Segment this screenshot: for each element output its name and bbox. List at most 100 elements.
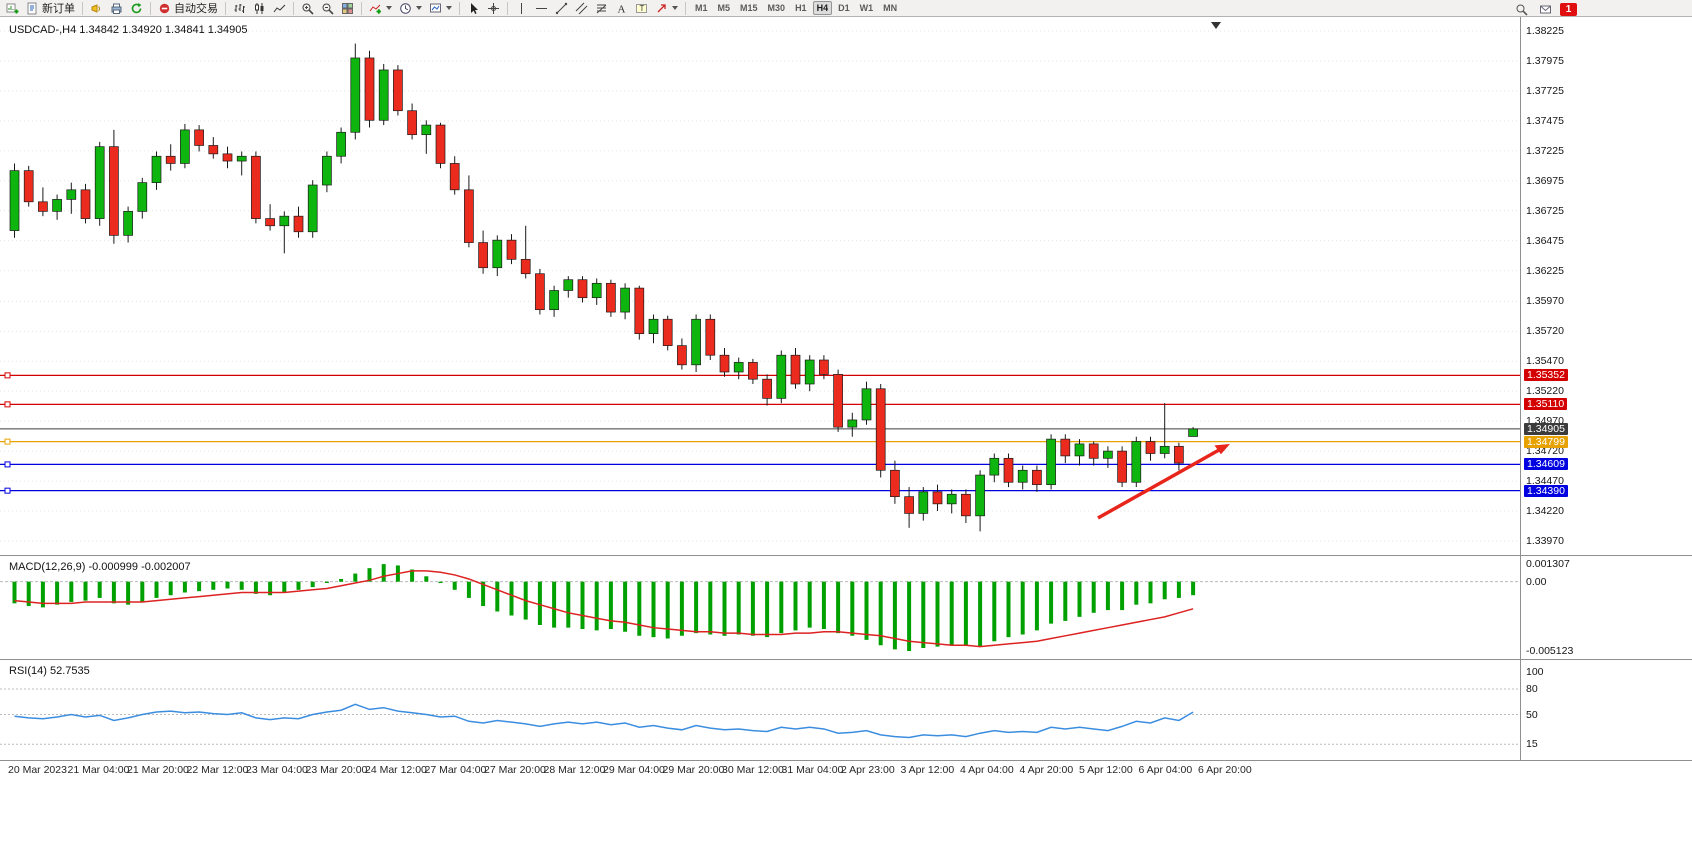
bid-price-badge: 1.34905 bbox=[1524, 422, 1568, 435]
chart-title: USDCAD-,H4 1.34842 1.34920 1.34841 1.349… bbox=[9, 24, 248, 36]
tile-windows-icon[interactable] bbox=[338, 0, 357, 17]
macd-scale-label: 0.00 bbox=[1526, 575, 1547, 588]
timeframe-h1[interactable]: H1 bbox=[795, 3, 807, 13]
panel-separator[interactable] bbox=[0, 659, 1692, 660]
price-scale-label: 1.35470 bbox=[1526, 355, 1564, 368]
time-axis-label: 31 Mar 04:00 bbox=[781, 764, 844, 776]
horizontal-line-icon[interactable] bbox=[532, 0, 551, 17]
toolbar-separator bbox=[361, 1, 362, 15]
line-chart-icon[interactable] bbox=[270, 0, 289, 17]
price-scale-label: 1.37725 bbox=[1526, 84, 1564, 97]
notification-badge[interactable]: 1 bbox=[1560, 3, 1577, 16]
text-label-icon[interactable]: T bbox=[632, 0, 651, 17]
chevron-down-icon bbox=[416, 6, 422, 10]
chart-window: USDCAD-,H4 1.34842 1.34920 1.34841 1.349… bbox=[0, 17, 1692, 845]
timeframe-m1[interactable]: M1 bbox=[695, 3, 708, 13]
price-scale-label: 1.36225 bbox=[1526, 264, 1564, 277]
time-axis-label: 6 Apr 20:00 bbox=[1198, 764, 1252, 776]
time-axis-label: 4 Apr 20:00 bbox=[1019, 764, 1074, 776]
price-scale-label: 1.35720 bbox=[1526, 325, 1564, 338]
new-chart-icon[interactable] bbox=[3, 0, 22, 17]
mail-icon[interactable] bbox=[1536, 1, 1555, 18]
time-axis-label: 29 Mar 20:00 bbox=[662, 764, 725, 776]
price-scale-label: 1.34220 bbox=[1526, 505, 1564, 518]
indicators-icon[interactable] bbox=[366, 0, 395, 17]
svg-text:A: A bbox=[618, 3, 626, 15]
time-axis-label: 20 Mar 2023 bbox=[8, 764, 67, 776]
price-scale-label: 1.36725 bbox=[1526, 204, 1564, 217]
price-scale-label: 1.34720 bbox=[1526, 445, 1564, 458]
zoom-in-icon[interactable] bbox=[298, 0, 317, 17]
price-scale-separator bbox=[1520, 17, 1521, 760]
cursor-icon[interactable] bbox=[464, 0, 483, 17]
toolbar-right-group: 1 bbox=[1512, 1, 1577, 18]
price-line-badge: 1.35110 bbox=[1524, 398, 1568, 411]
macd-panel-canvas[interactable] bbox=[0, 556, 1520, 659]
alerts-icon[interactable] bbox=[87, 0, 106, 17]
time-axis-label: 23 Mar 04:00 bbox=[246, 764, 308, 776]
timeframe-mn[interactable]: MN bbox=[883, 3, 898, 13]
rsi-scale-label: 50 bbox=[1526, 708, 1538, 721]
toolbar-separator bbox=[459, 1, 460, 15]
zoom-out-icon[interactable] bbox=[318, 0, 337, 17]
rsi-indicator-label: RSI(14) 52.7535 bbox=[9, 665, 90, 677]
price-scale-label: 1.37975 bbox=[1526, 54, 1564, 67]
timeframe-d1[interactable]: D1 bbox=[838, 3, 850, 13]
toolbar-separator bbox=[225, 1, 226, 15]
toolbar-separator bbox=[507, 1, 508, 15]
price-scale[interactable]: 1.38225 1.37975 1.37725 1.37475 1.37225 1.369… bbox=[1521, 17, 1691, 760]
refresh-icon[interactable] bbox=[127, 0, 146, 17]
toolbar-separator bbox=[293, 1, 294, 15]
time-axis-label: 27 Mar 20:00 bbox=[484, 764, 546, 776]
fibonacci-icon[interactable] bbox=[592, 0, 611, 17]
time-axis[interactable]: 20 Mar 2023 21 Mar 04:00 21 Mar 20:00 22 Ma… bbox=[0, 764, 1692, 780]
price-scale-label: 1.35220 bbox=[1526, 385, 1564, 398]
time-axis-label: 29 Mar 04:00 bbox=[603, 764, 665, 776]
new-order-button[interactable]: 新订单 bbox=[23, 0, 78, 17]
panel-separator[interactable] bbox=[0, 555, 1692, 556]
price-line-badge: 1.34609 bbox=[1524, 458, 1568, 471]
candlestick-chart-icon[interactable] bbox=[250, 0, 269, 17]
timeframe-m15[interactable]: M15 bbox=[740, 3, 758, 13]
timeframe-w1[interactable]: W1 bbox=[859, 3, 874, 13]
price-chart-canvas[interactable] bbox=[0, 17, 1520, 556]
time-axis-label: 27 Mar 04:00 bbox=[424, 764, 487, 776]
rsi-scale-label: 15 bbox=[1526, 738, 1538, 751]
crosshair-icon[interactable] bbox=[484, 0, 503, 17]
new-order-icon bbox=[27, 2, 37, 14]
templates-icon[interactable] bbox=[426, 0, 455, 17]
timeframe-m5[interactable]: M5 bbox=[717, 3, 731, 13]
price-scale-label: 1.38225 bbox=[1526, 25, 1564, 37]
timeframe-toolbar: M1 M5 M15 M30 H1 H4 D1 W1 MN bbox=[690, 1, 902, 15]
price-scale-label: 1.36975 bbox=[1526, 174, 1564, 187]
bar-chart-icon[interactable] bbox=[230, 0, 249, 17]
price-scale-label: 1.37225 bbox=[1526, 144, 1564, 157]
search-icon[interactable] bbox=[1512, 1, 1531, 18]
periods-icon[interactable] bbox=[396, 0, 425, 17]
trendline-icon[interactable] bbox=[552, 0, 571, 17]
text-icon[interactable]: A bbox=[612, 0, 631, 17]
price-scale-label: 1.36475 bbox=[1526, 234, 1564, 247]
channel-icon[interactable] bbox=[572, 0, 591, 17]
macd-scale-label: -0.005123 bbox=[1526, 645, 1574, 657]
autotrading-button[interactable]: 自动交易 bbox=[155, 0, 221, 17]
time-axis-label: 21 Mar 04:00 bbox=[67, 764, 130, 776]
timeframe-m30[interactable]: M30 bbox=[767, 3, 786, 13]
time-axis-label: 4 Apr 04:00 bbox=[960, 764, 1014, 776]
rsi-scale-label: 100 bbox=[1526, 666, 1544, 678]
rsi-panel-canvas[interactable] bbox=[0, 660, 1520, 760]
svg-text:T: T bbox=[640, 4, 645, 13]
time-axis-label: 23 Mar 20:00 bbox=[305, 764, 368, 776]
vertical-line-icon[interactable] bbox=[512, 0, 531, 17]
arrows-icon[interactable] bbox=[652, 0, 681, 17]
time-axis-label: 28 Mar 12:00 bbox=[543, 764, 606, 776]
new-order-label: 新订单 bbox=[42, 3, 75, 15]
timeframe-h4[interactable]: H4 bbox=[812, 1, 833, 15]
panel-separator bbox=[0, 760, 1692, 761]
print-icon[interactable] bbox=[107, 0, 126, 17]
price-line-badge: 1.35352 bbox=[1524, 369, 1568, 382]
main-toolbar: 新订单 自动交易 bbox=[0, 0, 1692, 17]
autotrading-icon bbox=[159, 3, 170, 13]
time-axis-label: 30 Mar 12:00 bbox=[722, 764, 784, 776]
chevron-down-icon bbox=[672, 6, 678, 10]
